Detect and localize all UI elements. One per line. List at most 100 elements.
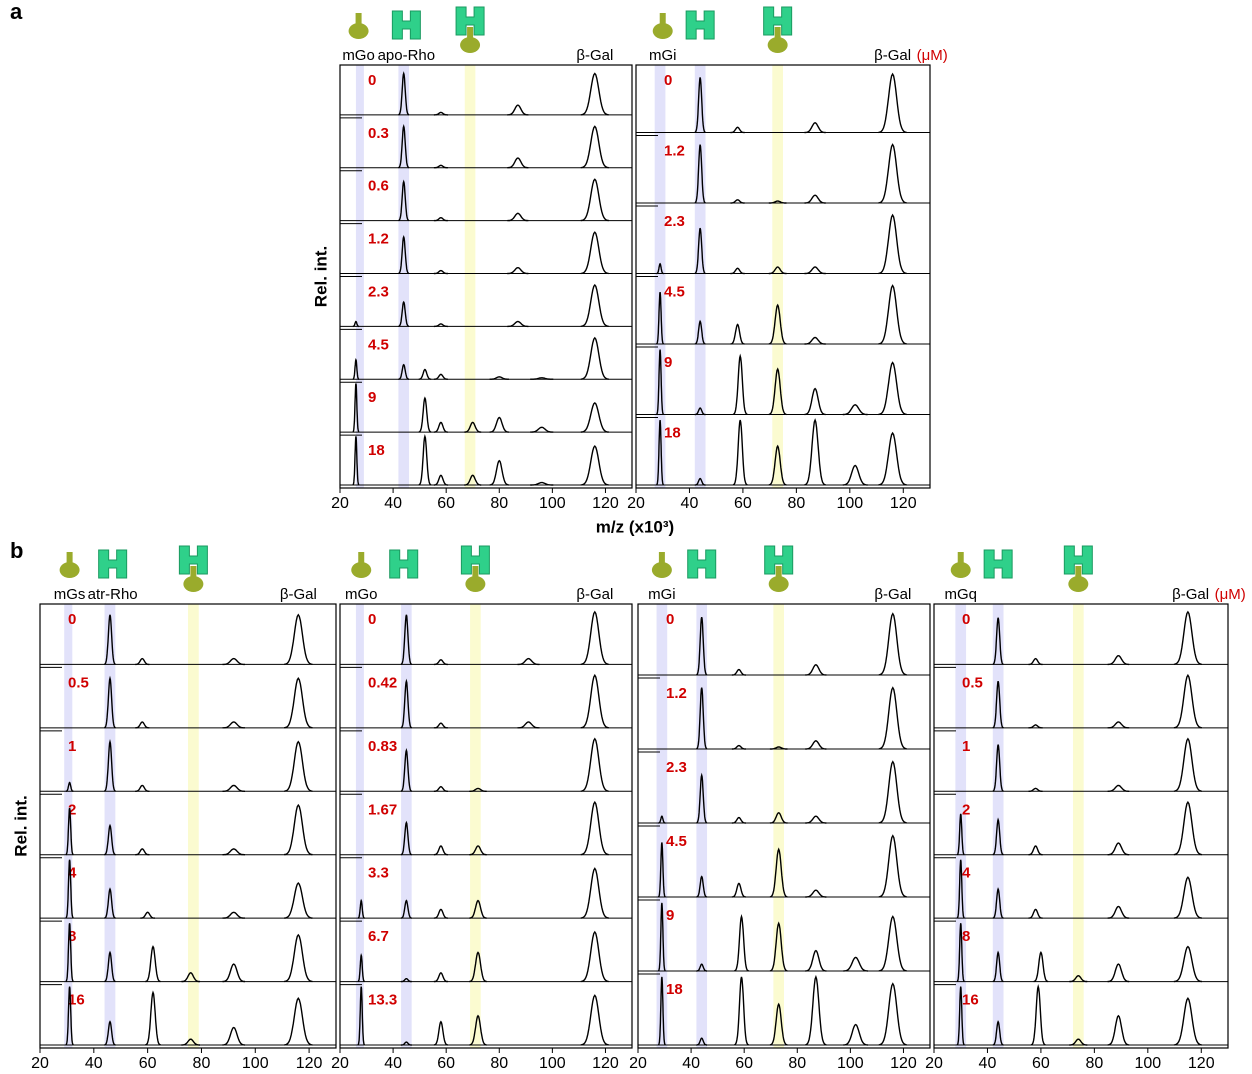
peak <box>433 373 448 380</box>
peak <box>768 266 787 275</box>
x-tick-label: 100 <box>837 1055 864 1072</box>
icon <box>983 549 1013 579</box>
concentration-label: 0 <box>664 72 672 89</box>
peak <box>433 785 448 792</box>
concentration-label: 4.5 <box>666 833 687 850</box>
concentration-label: 2.3 <box>664 213 685 230</box>
concentration-label: 2.3 <box>368 283 389 300</box>
peak <box>1069 1038 1088 1046</box>
peak <box>357 898 365 919</box>
peak <box>433 971 449 983</box>
peak <box>507 212 529 222</box>
peak <box>400 978 412 983</box>
icon <box>658 552 665 564</box>
icon <box>465 576 486 592</box>
peak <box>842 464 868 486</box>
icon <box>351 562 372 578</box>
peak <box>580 125 609 169</box>
icon <box>774 27 781 39</box>
peak <box>400 748 412 792</box>
peak <box>804 418 826 486</box>
icon <box>768 576 789 592</box>
peak <box>580 401 609 433</box>
header-label: β-Gal <box>874 586 911 603</box>
peak <box>734 914 749 972</box>
peak <box>469 899 487 919</box>
peak <box>878 361 907 416</box>
peak <box>1107 842 1130 856</box>
peak <box>433 845 448 856</box>
x-tick-label: 80 <box>490 1055 508 1072</box>
x-tick-label: 80 <box>490 495 508 512</box>
icon <box>59 562 80 578</box>
icon <box>950 562 971 578</box>
peak <box>433 269 448 275</box>
peak <box>696 772 708 824</box>
peak <box>730 267 745 275</box>
peak <box>398 179 410 222</box>
peak <box>580 930 609 983</box>
peak <box>657 902 666 972</box>
icon <box>1068 576 1089 592</box>
header-label: mGo <box>342 47 375 64</box>
peak <box>464 421 482 433</box>
x-tick-label: 20 <box>629 1055 647 1072</box>
x-tick-label: 40 <box>85 1055 103 1072</box>
peak <box>657 976 666 1046</box>
peak <box>731 744 746 750</box>
peak <box>730 199 745 204</box>
concentration-label: 2 <box>962 801 970 818</box>
concentration-label: 1.2 <box>664 142 685 159</box>
header-label: mGq <box>944 586 977 603</box>
peak <box>181 1038 200 1046</box>
peak <box>352 436 360 486</box>
concentration-label: 4 <box>68 865 77 882</box>
x-tick-label: 20 <box>331 495 349 512</box>
concentration-label: 0 <box>666 611 674 628</box>
peak <box>769 812 788 824</box>
peak <box>469 1014 487 1046</box>
peak <box>769 847 788 898</box>
peak <box>418 433 432 486</box>
peak <box>1173 737 1203 792</box>
peak <box>507 266 529 275</box>
x-tick-label: 20 <box>627 495 645 512</box>
peak <box>1107 784 1130 792</box>
concentration-label: 0 <box>368 72 376 89</box>
peak <box>580 800 609 856</box>
peak <box>352 357 360 380</box>
icon <box>651 562 672 578</box>
peak <box>357 986 366 1046</box>
peak <box>656 349 664 415</box>
x-tick-label: 80 <box>1085 1055 1103 1072</box>
peak <box>580 72 609 116</box>
concentration-label: 0 <box>962 611 970 628</box>
header-label: mGo <box>345 586 378 603</box>
peak <box>878 431 907 486</box>
peak <box>65 781 74 792</box>
peak <box>843 956 869 972</box>
peak <box>469 951 487 983</box>
peak <box>140 911 155 919</box>
highlight-band <box>398 65 410 488</box>
icon <box>685 10 715 40</box>
concentration-label: 18 <box>666 981 683 998</box>
panel-letter: b <box>10 538 23 563</box>
peak <box>433 421 448 433</box>
peak <box>400 899 412 919</box>
header-label: mGi <box>649 47 677 64</box>
icon <box>355 13 362 25</box>
peak <box>878 143 907 204</box>
icon <box>391 10 421 40</box>
x-tick-label: 100 <box>539 1055 566 1072</box>
highlight-band <box>188 604 199 1048</box>
peak <box>1028 908 1043 919</box>
header-label: β-Gal <box>576 586 613 603</box>
peak <box>222 848 245 856</box>
peak <box>135 721 150 729</box>
peak <box>400 820 412 856</box>
peak <box>731 668 746 676</box>
peak <box>398 71 410 116</box>
peak <box>489 416 509 433</box>
peak <box>1107 654 1130 666</box>
